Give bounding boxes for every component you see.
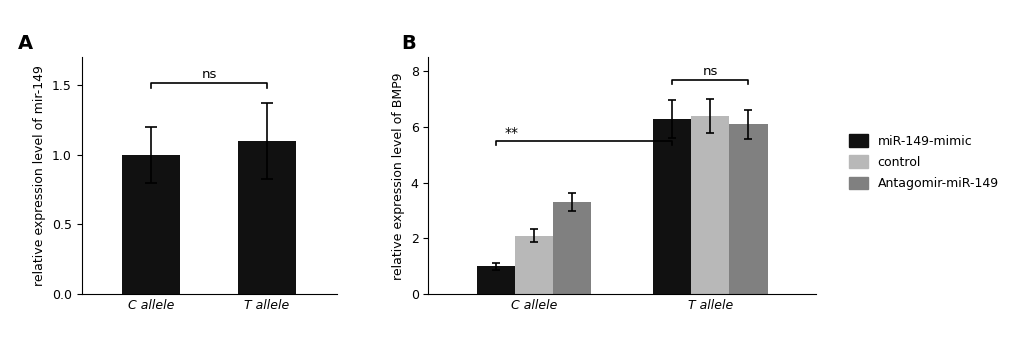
Bar: [729, 124, 767, 294]
Bar: [515, 236, 552, 294]
Bar: [552, 202, 591, 294]
Bar: [691, 116, 729, 294]
Text: ns: ns: [201, 68, 217, 81]
Text: A: A: [18, 34, 33, 53]
Y-axis label: relative expression level of mir-149: relative expression level of mir-149: [34, 65, 46, 286]
Bar: [237, 141, 296, 294]
Legend: miR-149-mimic, control, Antagomir-miR-149: miR-149-mimic, control, Antagomir-miR-14…: [842, 128, 1004, 196]
Y-axis label: relative expression level of BMP9: relative expression level of BMP9: [391, 72, 405, 280]
Bar: [652, 119, 691, 294]
Text: B: B: [400, 34, 416, 53]
Text: ns: ns: [702, 65, 717, 78]
Bar: [477, 266, 515, 294]
Text: **: **: [504, 126, 519, 140]
Bar: [122, 155, 180, 294]
